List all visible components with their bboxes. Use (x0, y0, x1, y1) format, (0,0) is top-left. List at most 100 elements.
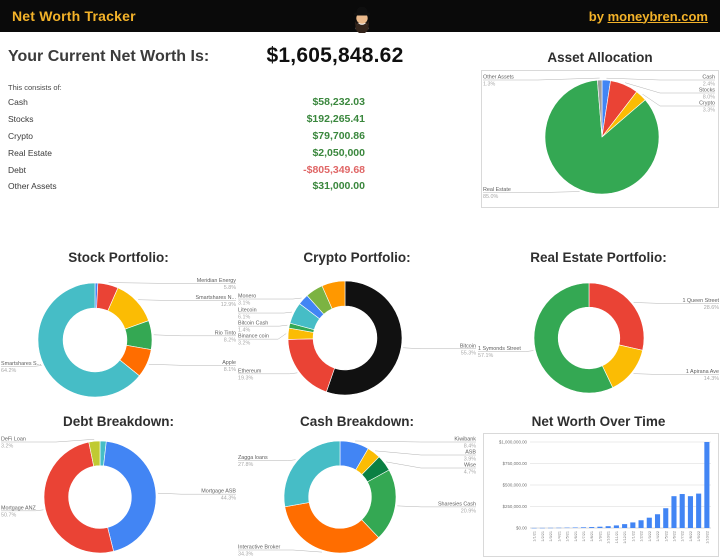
svg-text:1/11/21: 1/11/21 (615, 531, 619, 543)
svg-text:1/6/21: 1/6/21 (574, 531, 578, 542)
svg-text:5.8%: 5.8% (224, 285, 236, 291)
svg-text:Stocks: Stocks (699, 88, 715, 94)
svg-text:1/2/21: 1/2/21 (541, 531, 545, 542)
real-estate-portfolio-title: Real Estate Portfolio: (530, 250, 667, 265)
svg-text:Bitcoin Cash: Bitcoin Cash (238, 321, 268, 327)
svg-text:$500,000.00: $500,000.00 (503, 483, 528, 488)
svg-text:Monero: Monero (238, 294, 256, 300)
svg-text:Apple: Apple (222, 360, 236, 366)
asset-value: $79,700.86 (312, 129, 365, 142)
svg-text:1/2/22: 1/2/22 (640, 531, 644, 542)
net-worth-over-time-panel: $0.00 $250,000.00 $500,000.00 $750,000.00 $1… (483, 433, 719, 557)
byline: by moneybren.com (589, 9, 708, 24)
svg-text:1.3%: 1.3% (483, 82, 495, 88)
net-worth-over-time-title: Net Worth Over Time (531, 414, 666, 429)
asset-label: Crypto (8, 130, 34, 141)
svg-text:1/7/22: 1/7/22 (681, 531, 685, 542)
svg-text:6.1%: 6.1% (238, 315, 250, 321)
svg-text:Wise: Wise (464, 463, 476, 469)
svg-text:55.3%: 55.3% (461, 350, 476, 356)
svg-text:Kiwibank: Kiwibank (454, 437, 476, 443)
svg-text:Litecoin: Litecoin (238, 308, 257, 314)
svg-text:$250,000.00: $250,000.00 (503, 504, 528, 509)
svg-text:Smartshares S...: Smartshares S... (1, 361, 41, 367)
list-item: Stocks $192,265.41 (8, 111, 365, 128)
svg-text:8.1%: 8.1% (224, 367, 236, 373)
svg-text:27.8%: 27.8% (238, 462, 253, 468)
list-item: Other Assets $31,000.00 (8, 178, 365, 195)
app-header: Net Worth Tracker by moneybren.com (0, 0, 720, 33)
list-item: Crypto $79,700.86 (8, 128, 365, 145)
asset-label: Stocks (8, 114, 34, 125)
svg-text:1/12/21: 1/12/21 (623, 531, 627, 544)
asset-label: Debt (8, 164, 26, 175)
svg-text:85.0%: 85.0% (483, 194, 498, 200)
svg-text:14.3%: 14.3% (704, 376, 719, 382)
svg-text:1/5/21: 1/5/21 (566, 531, 570, 542)
net-worth-total: $1,605,848.62 (266, 44, 404, 67)
svg-text:57.1%: 57.1% (478, 353, 493, 359)
svg-text:Crypto: Crypto (699, 101, 715, 107)
svg-text:1/10/21: 1/10/21 (607, 531, 611, 544)
svg-text:8.4%: 8.4% (464, 444, 476, 450)
svg-text:Binance coin: Binance coin (238, 334, 269, 340)
svg-text:Ethereum: Ethereum (238, 368, 262, 374)
svg-text:34.3%: 34.3% (238, 552, 253, 557)
net-worth-breakdown-list: Cash $58,232.03 Stocks $192,265.41 Crypt… (8, 94, 365, 195)
debt-breakdown-title: Debt Breakdown: (62, 414, 174, 429)
svg-text:50.7%: 50.7% (1, 512, 16, 518)
asset-value: $31,000.00 (312, 180, 365, 193)
list-item: Debt -$805,349.68 (8, 161, 365, 178)
asset-label: Cash (8, 97, 28, 108)
svg-text:$1,000,000.00: $1,000,000.00 (499, 440, 528, 445)
svg-text:DeFi Loan: DeFi Loan (1, 437, 26, 443)
asset-label: Other Assets (8, 181, 57, 192)
svg-text:1/3/21: 1/3/21 (549, 531, 553, 542)
svg-text:1/3/22: 1/3/22 (648, 531, 652, 542)
svg-text:8.0%: 8.0% (703, 95, 715, 101)
net-worth-over-time-chart[interactable]: $0.00 $250,000.00 $500,000.00 $750,000.00 $1… (484, 434, 716, 554)
avatar-icon (351, 5, 373, 33)
svg-text:Other Assets: Other Assets (483, 75, 514, 81)
svg-text:3.3%: 3.3% (703, 108, 715, 114)
svg-text:64.2%: 64.2% (1, 368, 16, 374)
svg-text:1 Queen Street: 1 Queen Street (682, 298, 719, 304)
svg-text:Mortgage ASB: Mortgage ASB (201, 489, 236, 495)
svg-text:Smartshares N...: Smartshares N... (196, 295, 236, 301)
svg-text:44.3%: 44.3% (221, 496, 236, 502)
svg-text:3.9%: 3.9% (464, 457, 476, 463)
svg-text:Bitcoin: Bitcoin (460, 343, 476, 349)
svg-text:1/1/22: 1/1/22 (631, 531, 635, 542)
list-item: Real Estate $2,050,000 (8, 144, 365, 161)
svg-text:Meridian Energy: Meridian Energy (197, 278, 237, 284)
svg-text:4.7%: 4.7% (464, 470, 476, 476)
svg-text:8.2%: 8.2% (224, 337, 236, 343)
svg-text:1/8/22: 1/8/22 (689, 531, 693, 542)
svg-text:ASB: ASB (465, 450, 476, 456)
svg-text:$750,000.00: $750,000.00 (503, 461, 528, 466)
svg-text:1/9/21: 1/9/21 (598, 531, 602, 542)
svg-text:Real Estate: Real Estate (483, 187, 511, 193)
svg-text:3.2%: 3.2% (238, 341, 250, 347)
asset-value: $2,050,000 (312, 146, 365, 159)
cash-breakdown-title: Cash Breakdown: (299, 414, 415, 429)
svg-text:1/8/21: 1/8/21 (590, 531, 594, 542)
svg-text:1.4%: 1.4% (238, 328, 250, 334)
byline-prefix: by (588, 8, 608, 24)
svg-text:12.9%: 12.9% (221, 302, 236, 308)
net-worth-heading: Your Current Net Worth Is: (8, 48, 210, 65)
svg-text:Zagga loans: Zagga loans (238, 455, 268, 461)
asset-value: -$805,349.68 (303, 163, 365, 176)
svg-text:28.6%: 28.6% (704, 305, 719, 311)
crypto-portfolio-title: Crypto Portfolio: (303, 250, 411, 265)
net-worth-subheading: This consists of: (8, 83, 62, 92)
moneybren-link[interactable]: moneybren.com (607, 8, 708, 24)
svg-text:3.1%: 3.1% (238, 301, 250, 307)
svg-text:Rio Tinto: Rio Tinto (215, 330, 236, 336)
